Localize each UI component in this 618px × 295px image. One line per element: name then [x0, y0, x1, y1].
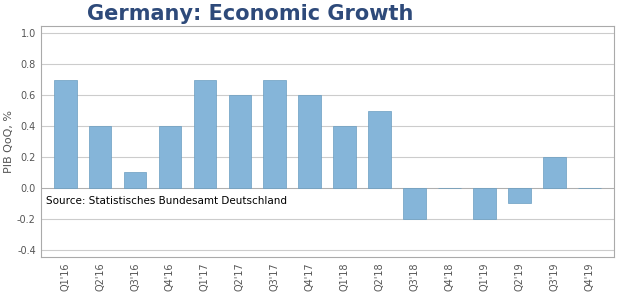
Bar — [124, 172, 146, 188]
Bar — [404, 188, 426, 219]
Bar — [473, 188, 496, 219]
Bar — [89, 126, 111, 188]
Bar — [193, 80, 216, 188]
Bar — [263, 80, 286, 188]
Bar — [543, 157, 566, 188]
Bar — [508, 188, 531, 203]
Text: Germany: Economic Growth: Germany: Economic Growth — [87, 4, 413, 24]
Bar — [229, 95, 252, 188]
Bar — [333, 126, 356, 188]
Bar — [159, 126, 181, 188]
Bar — [54, 80, 77, 188]
Bar — [368, 111, 391, 188]
Bar — [298, 95, 321, 188]
Text: Source: Statistisches Bundesamt Deutschland: Source: Statistisches Bundesamt Deutschl… — [46, 196, 287, 206]
Y-axis label: PIB QoQ, %: PIB QoQ, % — [4, 110, 14, 173]
